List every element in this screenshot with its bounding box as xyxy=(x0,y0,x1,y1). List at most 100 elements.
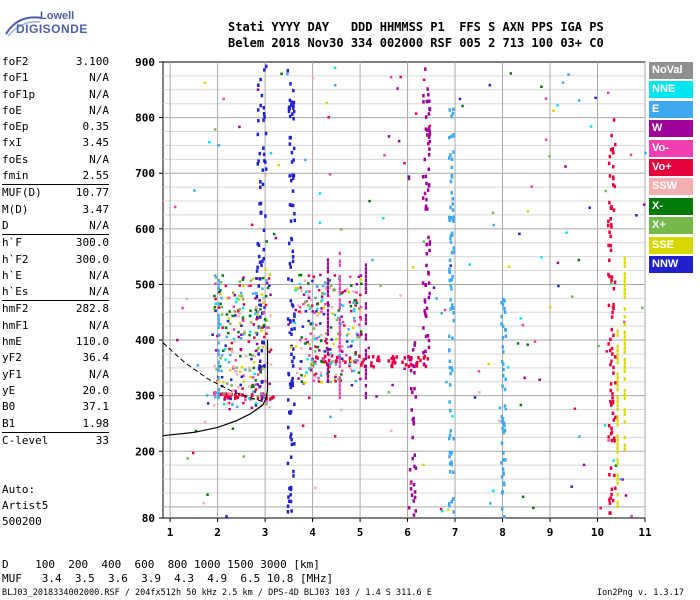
echo-point xyxy=(310,358,314,362)
echo-point xyxy=(313,311,316,315)
echo-point xyxy=(264,294,268,298)
param-value: 36.4 xyxy=(82,351,110,365)
echo-point xyxy=(262,297,266,301)
echo-point xyxy=(414,395,418,399)
echo-point xyxy=(390,356,393,361)
echo-point xyxy=(610,224,613,229)
x-tick-label: 7 xyxy=(452,526,459,539)
echo-point xyxy=(292,109,296,114)
echo-point xyxy=(349,304,353,308)
echo-point xyxy=(338,306,341,310)
echo-point xyxy=(326,351,330,356)
echo-point xyxy=(268,273,271,276)
echo-point xyxy=(411,435,414,440)
echo-point xyxy=(291,249,295,254)
echo-point xyxy=(338,325,341,330)
echo-point xyxy=(224,284,228,288)
echo-point xyxy=(227,317,231,320)
echo-point xyxy=(503,428,507,433)
echo-point xyxy=(364,395,368,400)
param-value: 20.0 xyxy=(82,383,110,397)
echo-point xyxy=(609,496,612,500)
echo-point xyxy=(623,369,626,374)
echo-point xyxy=(236,395,240,400)
param-name: foF1 xyxy=(2,71,29,85)
echo-point xyxy=(613,184,616,189)
echo-point xyxy=(349,367,352,370)
echo-point xyxy=(323,350,326,353)
echo-point xyxy=(500,360,504,364)
echo-point xyxy=(265,240,268,243)
echo-point xyxy=(410,480,413,484)
echo-point xyxy=(616,442,619,446)
echo-point xyxy=(242,276,245,279)
param-row: MUF(D) 10.77 xyxy=(2,184,109,201)
echo-point xyxy=(611,396,614,400)
param-value: 37.1 xyxy=(82,400,110,414)
echo-point xyxy=(208,140,211,144)
echo-point xyxy=(220,369,223,373)
echo-point xyxy=(224,344,227,347)
echo-point xyxy=(371,258,374,262)
echo-point xyxy=(501,427,504,431)
echo-point xyxy=(448,278,452,283)
echo-point xyxy=(231,314,234,318)
echo-point xyxy=(492,223,495,227)
echo-point xyxy=(427,126,431,130)
echo-point xyxy=(241,296,244,300)
echo-point xyxy=(423,298,427,302)
echo-point xyxy=(241,387,244,390)
echo-point xyxy=(428,124,432,128)
echo-point xyxy=(217,395,220,400)
echo-point xyxy=(221,274,225,277)
echo-point xyxy=(251,397,254,401)
echo-point xyxy=(623,388,626,393)
x-tick-label: 11 xyxy=(638,526,652,539)
echo-point xyxy=(258,364,261,368)
echo-point xyxy=(450,175,454,179)
echo-point xyxy=(335,337,338,341)
echo-point xyxy=(249,309,252,313)
echo-point xyxy=(344,360,347,364)
echo-point xyxy=(413,386,416,391)
echo-point xyxy=(412,483,416,487)
echo-point xyxy=(610,278,613,283)
echo-point xyxy=(399,294,402,297)
echo-point xyxy=(227,331,230,335)
echo-point xyxy=(262,311,265,314)
echo-point xyxy=(326,293,330,297)
echo-point xyxy=(427,152,431,157)
echo-point xyxy=(623,291,626,296)
echo-point xyxy=(261,182,265,187)
echo-point xyxy=(387,135,391,138)
echo-point xyxy=(206,493,209,496)
echo-point xyxy=(407,354,410,359)
echo-point xyxy=(449,179,453,184)
echo-point xyxy=(449,371,452,376)
echo-point xyxy=(335,355,339,360)
echo-point xyxy=(609,248,613,253)
echo-point xyxy=(277,163,280,167)
echo-point xyxy=(213,364,216,368)
echo-point xyxy=(364,391,368,396)
echo-point xyxy=(468,263,472,266)
echo-point xyxy=(371,355,375,359)
echo-point xyxy=(300,289,303,292)
echo-point xyxy=(257,366,261,371)
echo-point xyxy=(259,303,263,307)
echo-point xyxy=(247,340,251,343)
echo-point xyxy=(243,331,246,335)
echo-point xyxy=(263,335,266,339)
param-name: h`F2 xyxy=(2,252,29,266)
echo-point xyxy=(458,97,462,101)
echo-point xyxy=(532,506,535,510)
echo-point xyxy=(607,223,610,228)
echo-point xyxy=(423,309,426,313)
echo-point xyxy=(261,311,264,316)
echo-point xyxy=(326,347,330,352)
echo-point xyxy=(449,205,452,210)
echo-point xyxy=(314,486,317,490)
echo-point xyxy=(421,196,425,200)
echo-point xyxy=(383,154,386,157)
echo-point xyxy=(217,325,220,330)
